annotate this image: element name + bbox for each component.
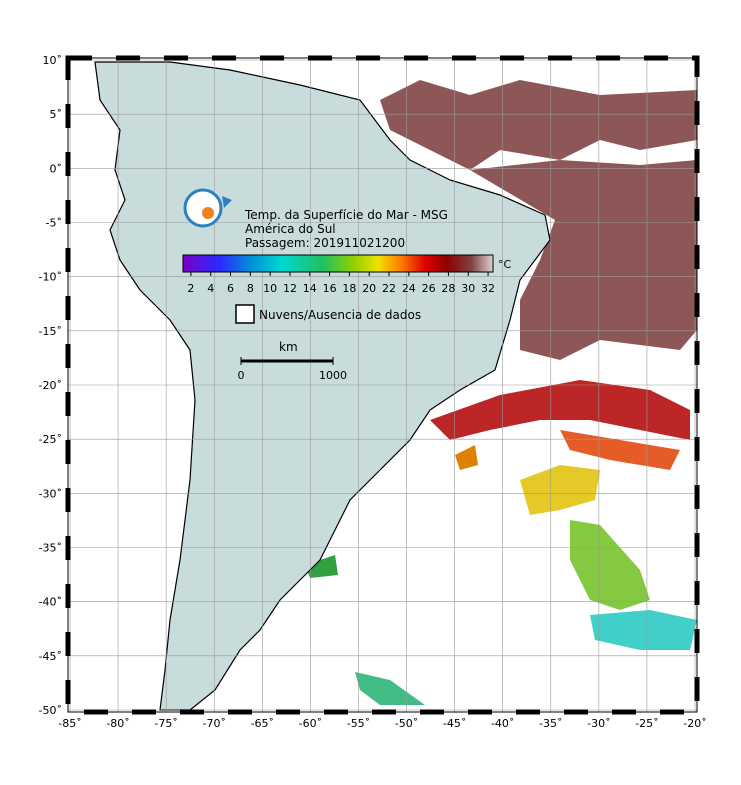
scale-tick-label: 1000 — [319, 369, 347, 382]
lat-tick-label: -30˚ — [39, 487, 62, 500]
lon-tick-label: -65˚ — [251, 717, 274, 730]
inpe-logo — [183, 188, 232, 228]
lon-tick-label: -55˚ — [347, 717, 370, 730]
lon-tick-label: -20˚ — [683, 717, 706, 730]
lat-tick-label: 5˚ — [50, 108, 63, 121]
sst-patches — [305, 80, 697, 705]
title-line: Temp. da Superfície do Mar - MSG — [244, 208, 448, 222]
lon-tick-label: -70˚ — [202, 717, 225, 730]
lon-tick-label: -60˚ — [299, 717, 322, 730]
colorbar-tick-label: 18 — [342, 282, 356, 295]
colorbar-tick-label: 2 — [187, 282, 194, 295]
lat-tick-label: -35˚ — [39, 542, 62, 555]
colorbar-tick-label: 14 — [303, 282, 317, 295]
legend-label: Nuvens/Ausencia de dados — [259, 308, 421, 322]
colorbar-tick-label: 12 — [283, 282, 297, 295]
lon-tick-label: -85˚ — [58, 717, 81, 730]
lat-tick-label: -15˚ — [39, 325, 62, 338]
scale-unit: km — [279, 340, 298, 354]
lat-tick-label: 0˚ — [50, 162, 63, 175]
lat-tick-label: -20˚ — [39, 379, 62, 392]
colorbar-tick-label: 20 — [362, 282, 376, 295]
colorbar-tick-label: 30 — [461, 282, 475, 295]
lat-tick-label: -40˚ — [39, 596, 62, 609]
scale-tick-label: 0 — [238, 369, 245, 382]
lat-tick-label: 10˚ — [43, 54, 63, 67]
lon-tick-label: -50˚ — [395, 717, 418, 730]
lon-tick-label: -30˚ — [587, 717, 610, 730]
colorbar-tick-label: 24 — [402, 282, 416, 295]
colorbar-tick-label: 22 — [382, 282, 396, 295]
lon-tick-label: -40˚ — [491, 717, 514, 730]
title-line: Passagem: 201911021200 — [245, 236, 405, 250]
colorbar-tick-label: 16 — [323, 282, 337, 295]
legend-swatch — [235, 304, 255, 324]
lat-tick-label: -10˚ — [39, 271, 62, 284]
lon-tick-label: -45˚ — [443, 717, 466, 730]
lon-tick-label: -35˚ — [539, 717, 562, 730]
lon-tick-label: -25˚ — [635, 717, 658, 730]
colorbar-tick-label: 26 — [422, 282, 436, 295]
colorbar-tick-label: 28 — [441, 282, 455, 295]
colorbar-tick-label: 4 — [207, 282, 214, 295]
lat-tick-label: -45˚ — [39, 650, 62, 663]
lat-tick-label: -25˚ — [39, 433, 62, 446]
colorbar-tick-label: 6 — [227, 282, 234, 295]
colorbar-tick-label: 32 — [481, 282, 495, 295]
lat-tick-label: -5˚ — [46, 217, 62, 230]
lon-tick-label: -80˚ — [106, 717, 129, 730]
colorbar-tick-label: 10 — [263, 282, 277, 295]
map-frame-line — [67, 57, 698, 713]
graticule — [68, 58, 697, 712]
colorbar-tick-label: 8 — [247, 282, 254, 295]
lon-tick-label: -75˚ — [154, 717, 177, 730]
colorbar-unit: °C — [498, 258, 512, 271]
title-line: América do Sul — [245, 222, 336, 236]
colorbar — [182, 254, 494, 273]
lat-tick-label: -50˚ — [39, 704, 62, 717]
